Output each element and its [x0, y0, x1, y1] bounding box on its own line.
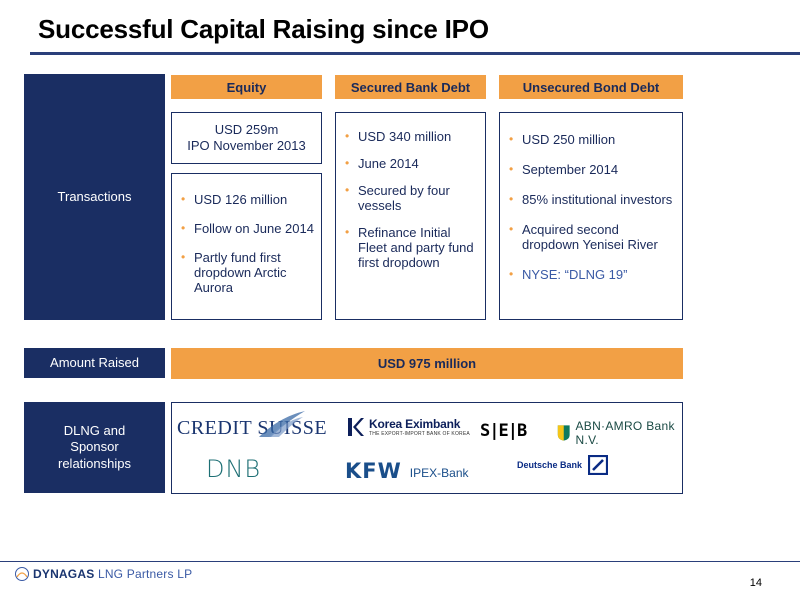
deutsche-bank-logo: Deutsche Bank	[517, 455, 609, 475]
equity-details-box: • USD 126 million • Follow on June 2014 • P…	[171, 173, 322, 320]
dynagas-wordmark-light: LNG Partners LP	[94, 567, 193, 581]
ipo-box: USD 259m IPO November 2013	[171, 112, 322, 164]
kexim-mark-icon	[348, 418, 364, 436]
bullet-text: Partly fund first dropdown Arctic Aurora	[194, 250, 287, 295]
unsecured-bond-debt-header: Unsecured Bond Debt	[499, 75, 683, 99]
bullet-text: 85% institutional investors	[522, 192, 673, 207]
sponsor-logos-box: CREDIT SUISSE DNB Korea Eximbank THE EXP…	[171, 402, 683, 494]
equity-header: Equity	[171, 75, 322, 99]
footer-divider	[0, 561, 800, 562]
bullet-text: Acquired second dropdown Yenisei River	[522, 222, 658, 252]
secured-details-box: • USD 340 million • June 2014 • Secured by …	[335, 112, 486, 320]
list-item: • Refinance Initial Fleet and party fund …	[342, 225, 479, 270]
dnb-logo: DNB	[206, 455, 262, 483]
relationships-label: DLNG and Sponsor relationships	[24, 402, 165, 493]
bullet-icon: •	[345, 156, 350, 170]
bullet-text: June 2014	[358, 156, 419, 171]
transactions-label: Transactions	[24, 74, 165, 320]
list-item: • Follow on June 2014	[178, 221, 315, 236]
seb-logo: S|E|B	[480, 421, 527, 441]
kfw-wordmark: KFW	[345, 459, 402, 483]
dynagas-logo: DYNAGAS LNG Partners LP	[14, 566, 192, 582]
list-item: • September 2014	[506, 162, 676, 177]
bullet-icon: •	[345, 225, 350, 239]
kfw-subtitle: IPEX-Bank	[409, 466, 469, 480]
abn-shield-icon	[557, 425, 570, 441]
bullet-text: NYSE: “DLNG 19”	[522, 267, 628, 282]
bullet-text: USD 126 million	[194, 192, 288, 207]
list-item: • June 2014	[342, 156, 479, 171]
page-number: 14	[749, 577, 762, 589]
kexim-subtitle: THE EXPORT-IMPORT BANK OF KOREA	[369, 431, 470, 437]
bullet-icon: •	[509, 267, 514, 281]
bullet-icon: •	[181, 221, 186, 235]
list-item: • Acquired second dropdown Yenisei River	[506, 222, 676, 252]
bullet-icon: •	[345, 129, 350, 143]
korea-eximbank-logo: Korea Eximbank THE EXPORT-IMPORT BANK OF…	[347, 417, 470, 437]
bullet-icon: •	[345, 183, 350, 197]
title-divider	[30, 52, 800, 55]
list-item: • USD 126 million	[178, 192, 315, 207]
list-item: • 85% institutional investors	[506, 192, 676, 207]
bullet-icon: •	[509, 192, 514, 206]
abn-amro-wordmark: ABN·AMRO Bank N.V.	[575, 419, 675, 447]
list-item: • Secured by four vessels	[342, 183, 479, 213]
ipo-date: IPO November 2013	[187, 138, 306, 153]
deutsche-bank-wordmark: Deutsche Bank	[517, 460, 583, 470]
secured-bank-debt-header: Secured Bank Debt	[335, 75, 486, 99]
unsecured-details-box: • USD 250 million • September 2014 • 85% in…	[499, 112, 683, 320]
sails-icon	[259, 411, 305, 437]
page-title: Successful Capital Raising since IPO	[38, 14, 489, 44]
bullet-icon: •	[509, 162, 514, 176]
dynagas-mark-icon	[15, 567, 29, 581]
bullet-text: Follow on June 2014	[194, 221, 314, 236]
abn-amro-logo: ABN·AMRO Bank N.V.	[557, 419, 682, 447]
bullet-text: Secured by four vessels	[358, 183, 450, 213]
bullet-icon: •	[181, 250, 186, 264]
bullet-icon: •	[181, 192, 186, 206]
bullet-text: USD 340 million	[358, 129, 452, 144]
amount-raised-value: USD 975 million	[171, 348, 683, 379]
ipo-amount: USD 259m	[214, 121, 279, 137]
credit-suisse-logo: CREDIT SUISSE	[177, 411, 327, 440]
bullet-icon: •	[509, 132, 514, 146]
dynagas-wordmark-bold: DYNAGAS	[33, 567, 95, 581]
list-item: • USD 340 million	[342, 129, 479, 144]
bullet-icon: •	[509, 222, 514, 236]
kexim-name: Korea Eximbank	[369, 417, 461, 431]
deutsche-bank-slash-icon	[588, 455, 609, 475]
amount-raised-label: Amount Raised	[24, 348, 165, 378]
list-item: • USD 250 million	[506, 132, 676, 147]
list-item: • Partly fund first dropdown Arctic Auror…	[178, 250, 315, 295]
dynagas-wordmark: DYNAGAS LNG Partners LP	[33, 567, 192, 581]
bullet-text: USD 250 million	[522, 132, 616, 147]
bullet-text: September 2014	[522, 162, 619, 177]
bullet-text: Refinance Initial Fleet and party fund f…	[358, 225, 474, 270]
list-item: • NYSE: “DLNG 19”	[506, 267, 676, 282]
kfw-ipex-logo: KFW IPEX-Bank	[345, 459, 469, 483]
